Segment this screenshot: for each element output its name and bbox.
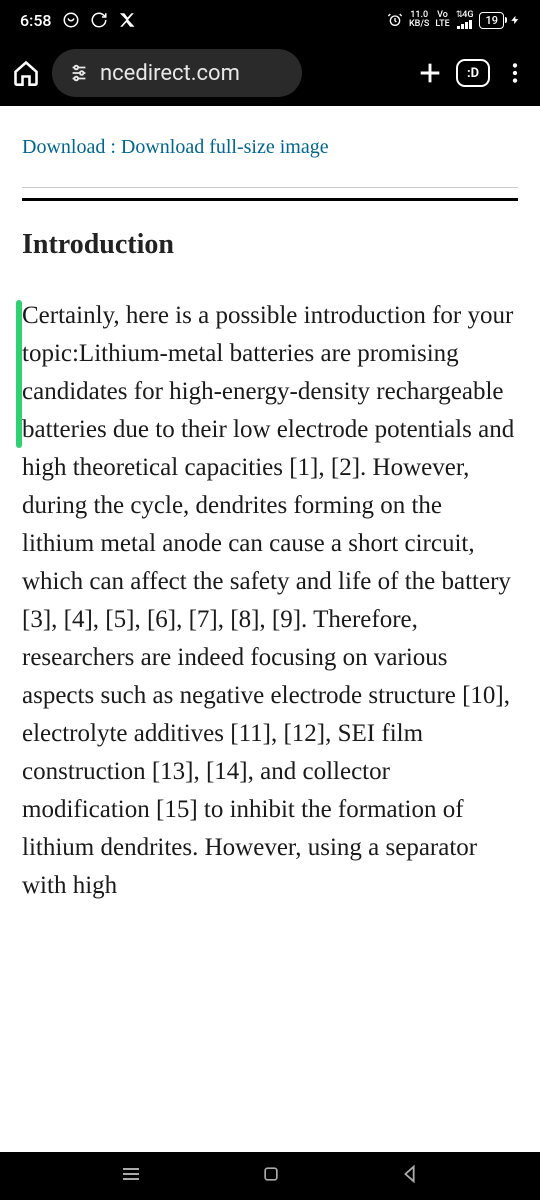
url-bar[interactable]: ncedirect.com xyxy=(52,49,302,97)
menu-icon[interactable] xyxy=(502,60,528,86)
article-content: Download : Download full-size image Intr… xyxy=(0,106,540,905)
highlight-marker xyxy=(16,300,22,448)
download-link[interactable]: Download : Download full-size image xyxy=(22,118,518,173)
net-speed-unit: KB/S xyxy=(409,20,429,29)
back-nav-icon[interactable] xyxy=(399,1163,421,1189)
divider-light xyxy=(22,187,518,188)
home-icon[interactable] xyxy=(12,59,40,87)
signal-icon xyxy=(457,20,472,29)
tab-count-button[interactable]: :D xyxy=(456,59,490,87)
url-text: ncedirect.com xyxy=(100,61,240,86)
net-lte: LTE xyxy=(435,20,449,29)
net-gen-block: ⇅4G xyxy=(456,11,474,29)
divider-heavy xyxy=(22,198,518,201)
browser-toolbar: ncedirect.com :D xyxy=(0,40,540,106)
alarm-icon xyxy=(387,12,403,28)
section-heading: Introduction xyxy=(22,229,518,261)
battery-pct: 19 xyxy=(485,14,498,27)
recents-icon[interactable] xyxy=(119,1162,143,1190)
system-nav-bar xyxy=(0,1152,540,1200)
article-body: Certainly, here is a possible introducti… xyxy=(22,297,518,905)
tab-count-label: :D xyxy=(467,66,479,81)
article-body-text: Certainly, here is a possible introducti… xyxy=(22,302,514,899)
clock-time: 6:58 xyxy=(20,11,52,30)
net-gen: ⇅4G xyxy=(456,11,474,20)
battery-indicator: 19 xyxy=(479,12,504,29)
charging-icon xyxy=(510,12,520,28)
status-left: 6:58 xyxy=(20,11,136,30)
x-app-icon xyxy=(118,11,136,29)
net-speed: 11.0 KB/S xyxy=(409,11,429,29)
notification-icon xyxy=(62,11,80,29)
status-right: 11.0 KB/S Vo LTE ⇅4G 19 xyxy=(387,11,520,29)
new-tab-icon[interactable] xyxy=(416,59,444,87)
site-settings-icon[interactable] xyxy=(68,62,90,84)
net-type: Vo LTE xyxy=(435,11,449,29)
home-nav-icon[interactable] xyxy=(261,1164,281,1188)
status-bar: 6:58 11.0 KB/S Vo LTE ⇅4G xyxy=(0,0,540,40)
sync-icon xyxy=(90,11,108,29)
